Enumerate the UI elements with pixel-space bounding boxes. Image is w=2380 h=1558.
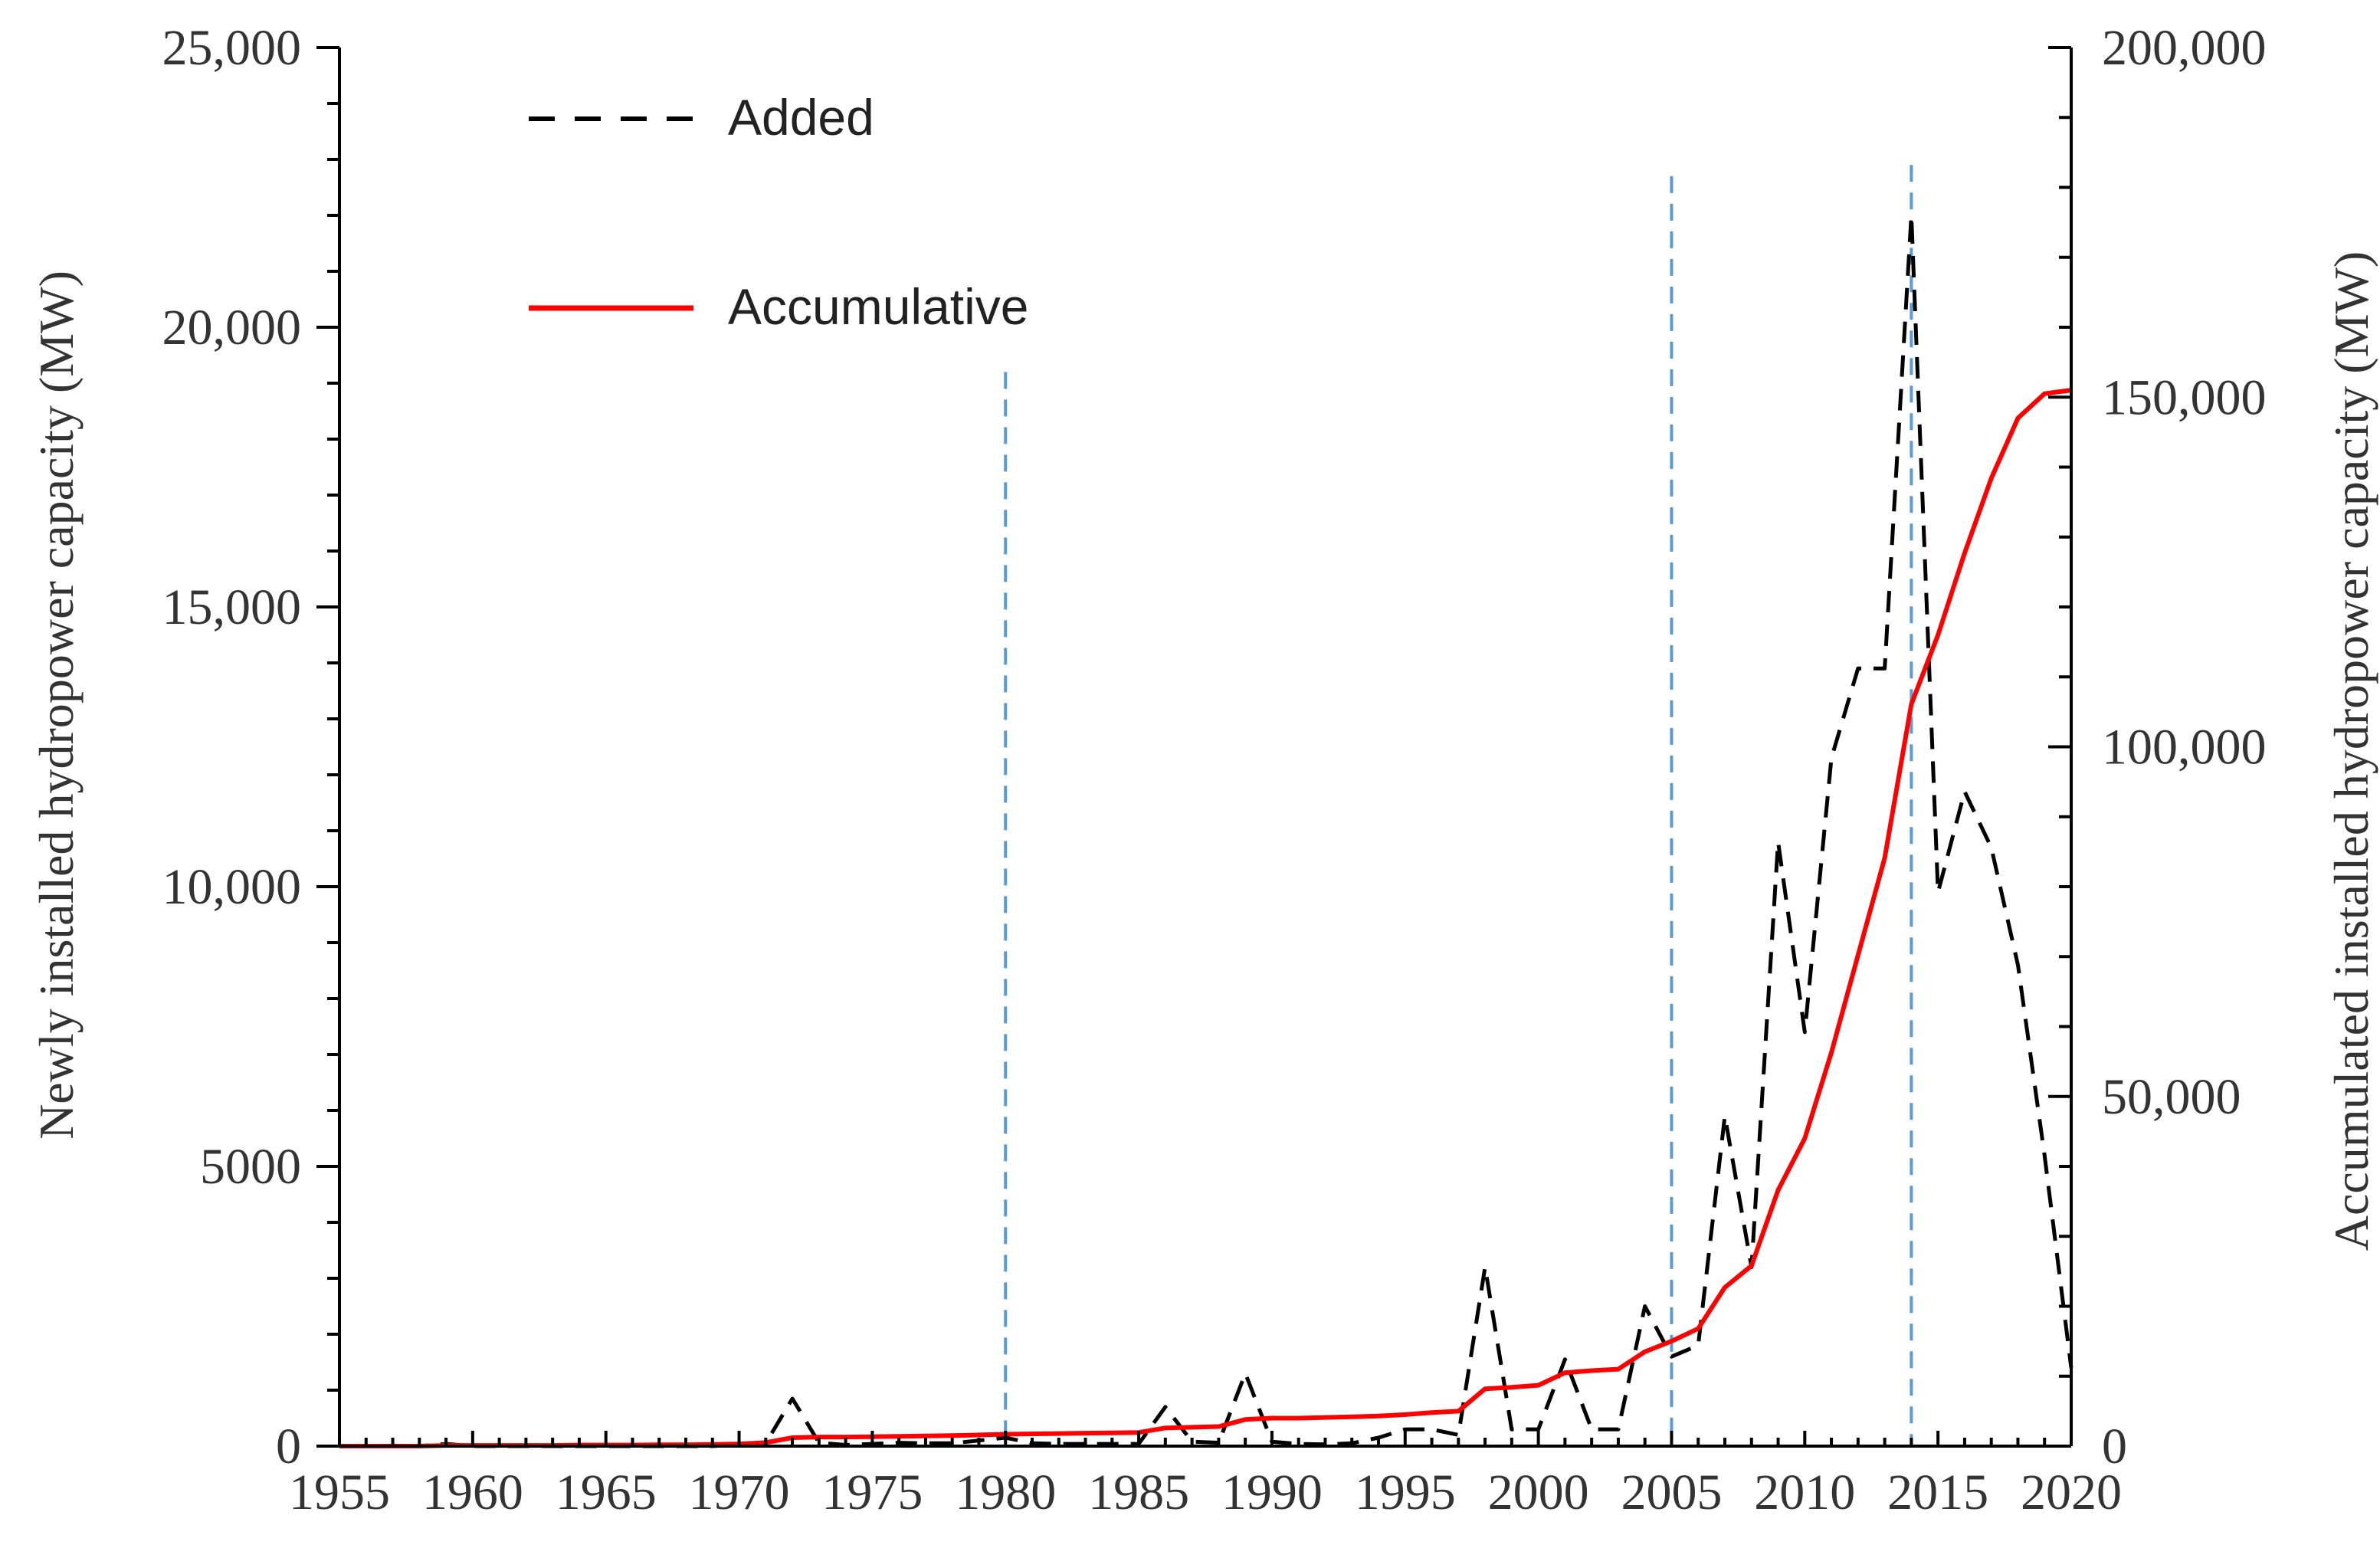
y-left-tick-label-5000: 5000 [200, 1139, 301, 1195]
x-tick-label-1965: 1965 [556, 1465, 657, 1520]
x-tick-label-1970: 1970 [689, 1465, 790, 1520]
legend: Added Accumulative [529, 89, 1029, 335]
y-right-tick-label-100000: 100,000 [2102, 720, 2267, 776]
y-left-tick-label-25000: 25,000 [162, 20, 302, 76]
x-tick-label-1990: 1990 [1221, 1465, 1323, 1520]
legend-accumulative-label: Accumulative [728, 278, 1029, 335]
x-tick-label-1955: 1955 [289, 1465, 390, 1520]
x-tick-label-2005: 2005 [1621, 1465, 1722, 1520]
series-layer [339, 213, 2073, 1448]
y-axis-title-right: Accumulated installed hydropower capacit… [2324, 251, 2378, 1251]
y-right-tick-label-50000: 50,000 [2102, 1069, 2241, 1125]
x-tick-label-2010: 2010 [1754, 1465, 1855, 1520]
x-tick-label-1995: 1995 [1355, 1465, 1456, 1520]
y-left-tick-label-20000: 20,000 [162, 300, 302, 356]
y-right-tick-label-200000: 200,000 [2102, 20, 2267, 76]
x-tick-label-2015: 2015 [1887, 1465, 1988, 1520]
x-tick-label-1980: 1980 [955, 1465, 1056, 1520]
series-line-accumulative [339, 388, 2072, 1448]
x-tick-label-1985: 1985 [1088, 1465, 1189, 1520]
x-tick-label-2020: 2020 [2021, 1465, 2122, 1520]
reference-lines [1004, 165, 1913, 1446]
y-left-tick-label-10000: 10,000 [162, 859, 302, 915]
x-tick-label-1975: 1975 [821, 1465, 923, 1520]
y-right-tick-label-0: 0 [2102, 1419, 2127, 1474]
y-right-tick-label-150000: 150,000 [2102, 369, 2267, 425]
axes: 1955 1960 1965 1970 1975 1980 1985 1990 1995 2000… [162, 20, 2267, 1520]
y-axis-title-left: Newly installed hydropower capacity (MW) [29, 271, 84, 1140]
y-left-tick-label-15000: 15,000 [162, 579, 302, 635]
y-left-tick-label-0: 0 [276, 1419, 301, 1474]
x-tick-label-1960: 1960 [422, 1465, 523, 1520]
series-line-added [339, 213, 2073, 1448]
legend-added-label: Added [728, 89, 874, 146]
x-tick-label-2000: 2000 [1488, 1465, 1589, 1520]
